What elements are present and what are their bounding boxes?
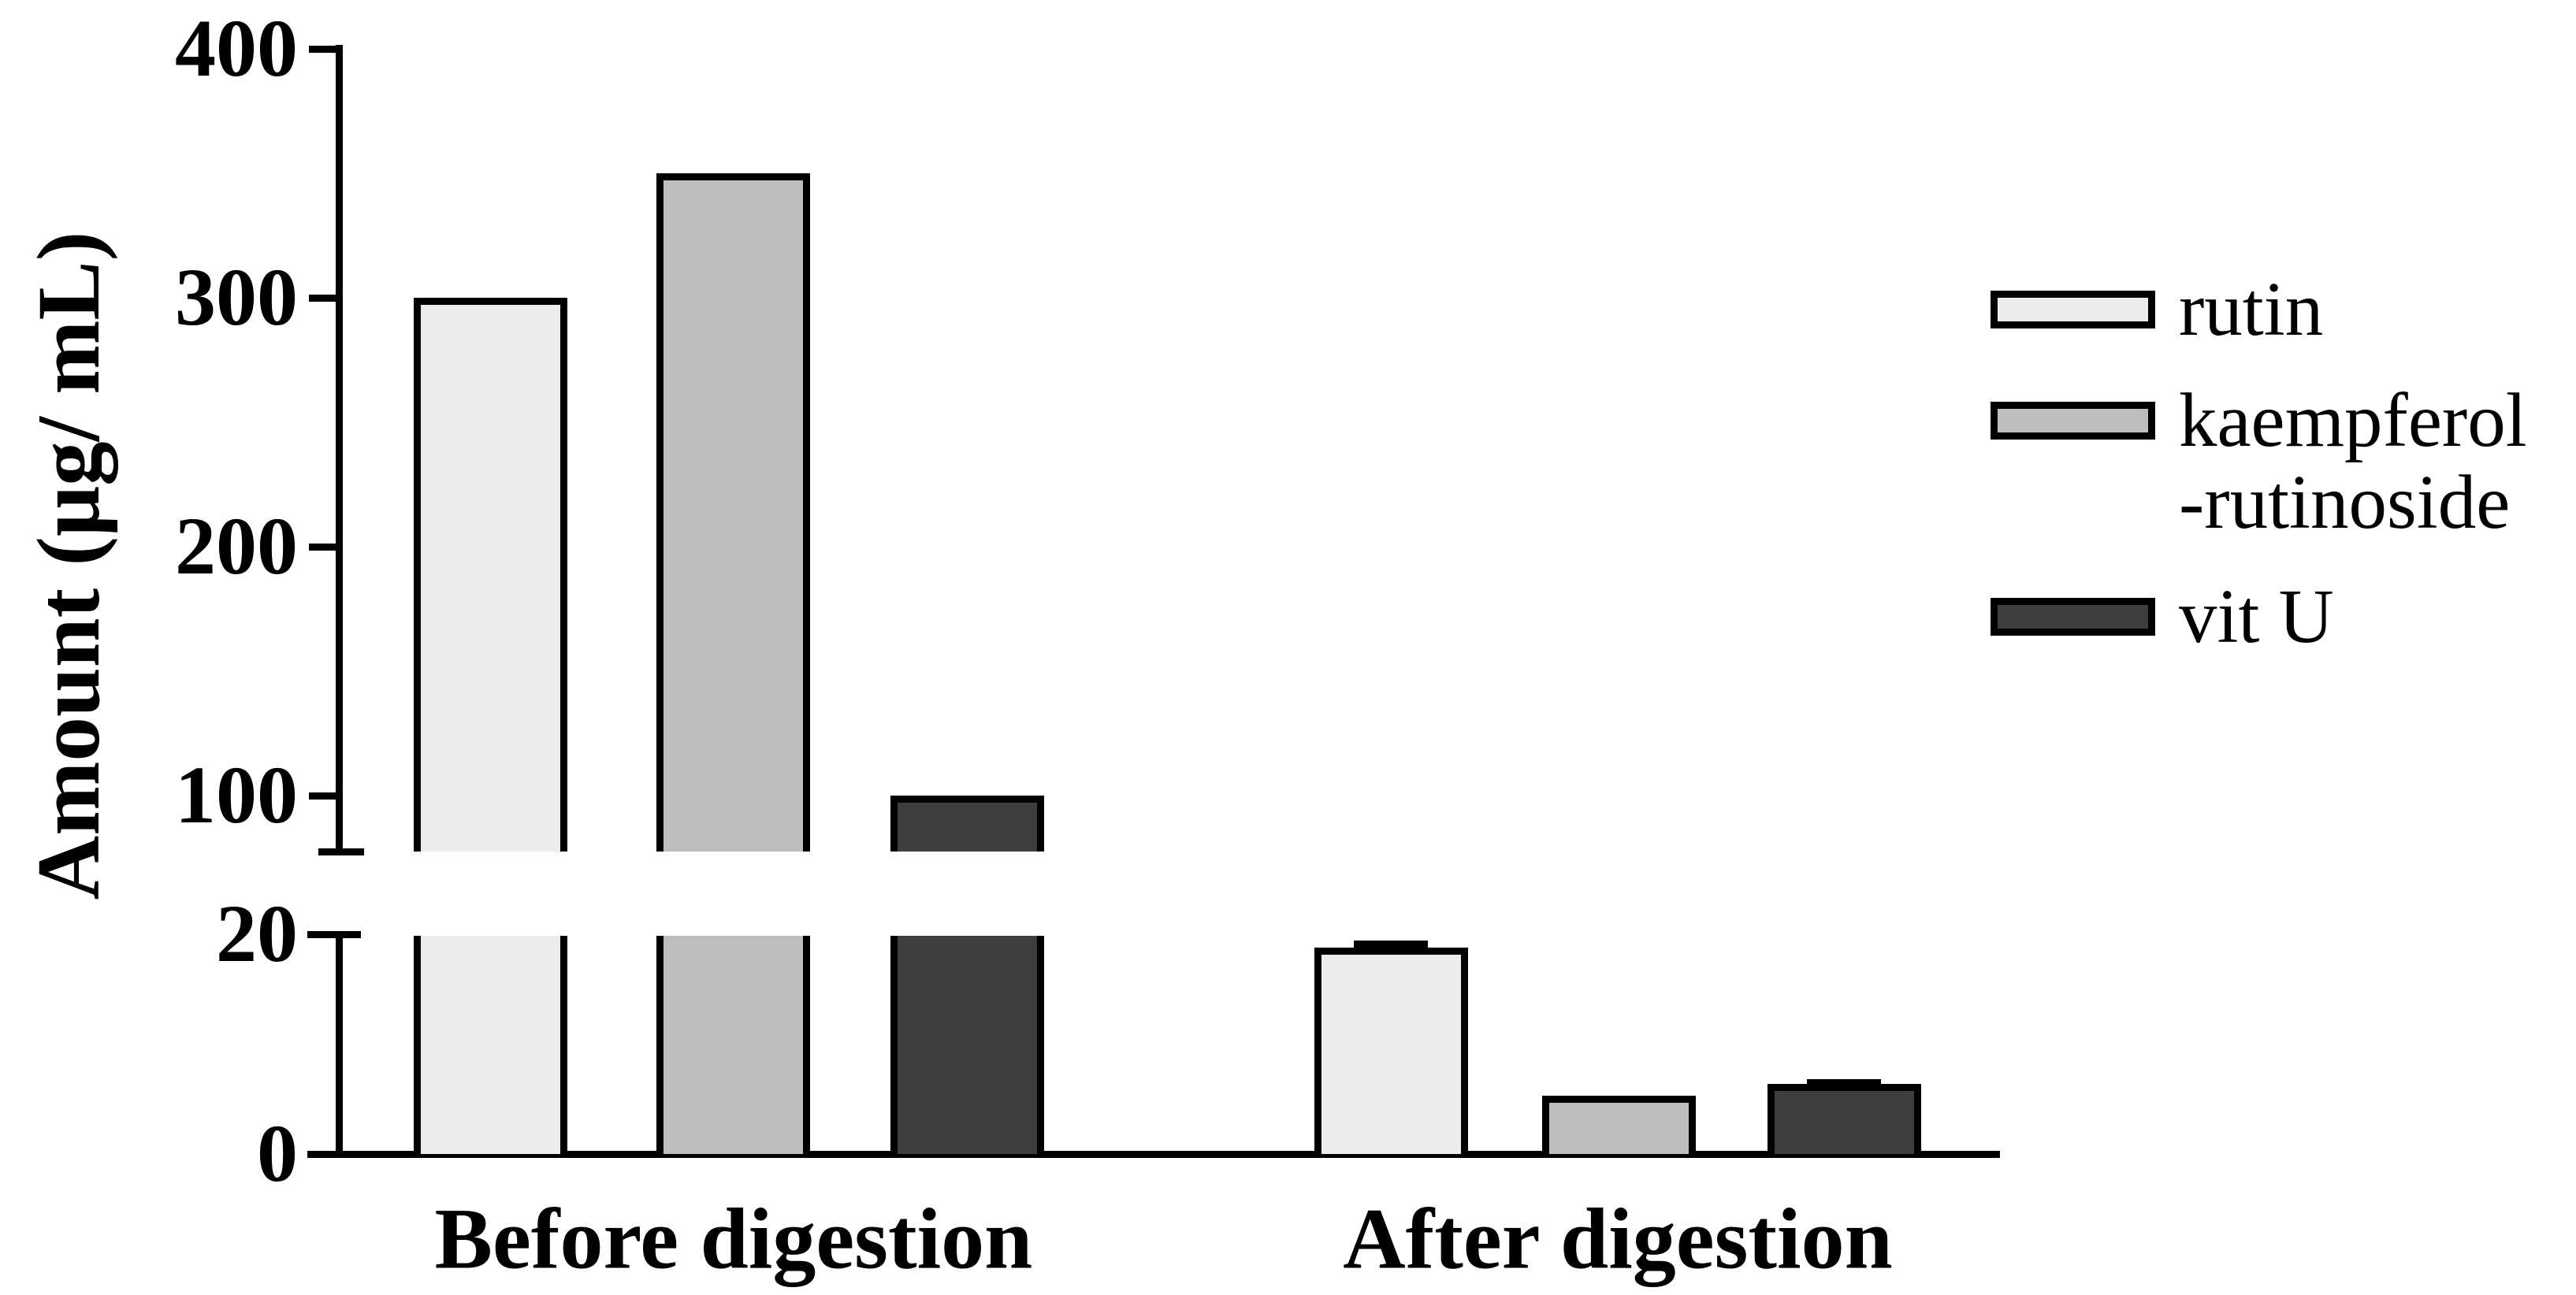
y-tick-label-300: 300 [175,252,298,343]
legend-swatch-vit-u [1991,598,2155,636]
legend-swatch-kaempferol-rutinoside [1991,402,2155,440]
y-tick-label-0: 0 [257,1108,298,1199]
y-axis-lower-segment [335,931,343,1158]
x-category-label-after-digestion: After digestion [1343,1190,1893,1287]
y-tick-200 [308,543,336,551]
legend-swatch-rutin [1991,291,2155,328]
y-tick-20 [307,930,361,938]
y-tick-label-20: 20 [216,889,298,979]
y-tick-400 [308,45,336,53]
y-tick-100 [308,792,336,800]
bar-vit-u-after-digestion [1767,1083,1921,1154]
bar-rutin-after-digestion [1314,947,1468,1154]
bar-kaempferol-rutinoside-after-digestion [1541,1096,1696,1154]
y-tick-label-200: 200 [175,501,298,592]
y-tick-label-100: 100 [175,750,298,840]
bar-rutin-before-digestion-lower [413,936,567,1154]
legend-label-vit-u: vit U [2179,574,2334,659]
axis-break-end-tick [318,848,364,855]
legend-label-rutin: rutin [2179,267,2324,351]
bar-vit-u-before-digestion-lower [890,936,1044,1154]
y-tick-300 [308,294,336,302]
bar-vit-u-before-digestion-upper [890,796,1044,852]
legend-label-kaempferol-rutinoside: kaempferol -rutinoside [2179,378,2527,544]
bar-kaempferol-rutinoside-before-digestion-upper [656,173,810,852]
y-tick-label-400: 400 [175,3,298,94]
x-category-label-before-digestion: Before digestion [434,1190,1033,1287]
bar-kaempferol-rutinoside-before-digestion-lower [656,936,810,1154]
y-axis-upper-segment [335,45,343,852]
x-axis-line [307,1150,2000,1158]
bar-rutin-before-digestion-upper [413,298,567,852]
